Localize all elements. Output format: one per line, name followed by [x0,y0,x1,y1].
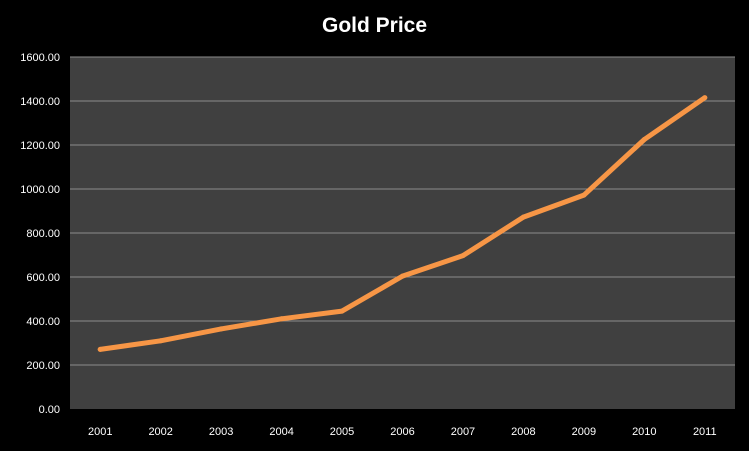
x-tick-label: 2007 [451,426,475,438]
data-point [279,316,285,322]
data-point [400,273,405,279]
x-tick-label: 2009 [572,426,596,438]
data-point [702,95,708,101]
y-tick-label: 0.00 [39,404,60,416]
series-layer [97,95,708,352]
x-tick-label: 2011 [693,426,717,438]
data-point [218,326,224,332]
y-tick-label: 400.00 [26,316,60,328]
y-tick-label: 1000.00 [20,184,60,196]
data-point [520,214,526,220]
x-tick-label: 2005 [330,426,354,438]
y-tick-label: 200.00 [26,360,60,372]
data-point [460,253,466,259]
data-point [97,346,103,352]
x-tick-label: 2008 [511,426,535,438]
x-tick-label: 2010 [632,426,656,438]
x-axis-tick-labels: 2001 2002 2003 2004 2005 2006 2007 2008 2009 2010… [88,426,717,438]
data-point [158,338,164,344]
gridlines [70,56,735,366]
y-tick-label: 600.00 [26,272,60,284]
x-tick-label: 2001 [88,426,112,438]
data-point [581,192,587,198]
y-tick-label: 800.00 [26,228,60,240]
x-tick-label: 2004 [269,426,293,438]
chart-title: Gold Price [321,14,428,37]
y-tick-label: 1200.00 [20,140,60,152]
data-point [641,137,647,142]
x-tick-label: 2006 [390,426,414,438]
x-tick-label: 2002 [148,426,172,438]
y-tick-label: 1400.00 [20,96,60,108]
y-tick-label: 1600.00 [20,52,60,64]
y-axis-tick-labels: 0.00 200.00 400.00 600.00 800.00 1000.00 1200.… [20,52,60,416]
data-point [339,308,345,314]
x-tick-label: 2003 [209,426,233,438]
